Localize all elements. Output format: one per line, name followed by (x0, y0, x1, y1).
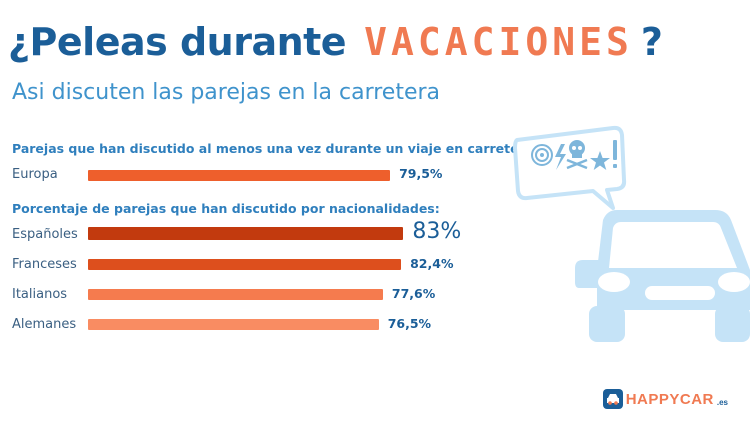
title-suffix: ? (640, 20, 663, 64)
logo-tld: .es (716, 397, 728, 407)
lightning-icon (555, 144, 566, 170)
value-label-espanoles: 83% (412, 219, 462, 244)
category-label-italianos: Italianos (12, 287, 68, 302)
title-prefix: ¿Peleas durante (8, 20, 347, 64)
logo-name: HAPPYCAR (625, 390, 714, 408)
value-label-franceses: 82,4% (410, 256, 454, 271)
category-label-europa: Europa (12, 167, 58, 182)
bar-franceses (88, 259, 402, 270)
value-label-alemanes: 76,5% (387, 316, 432, 331)
category-label-alemanes: Alemanes (12, 317, 77, 332)
happycar-logo: HAPPYCAR .es (602, 388, 728, 410)
value-label-europa: 79,5% (399, 166, 443, 181)
value-label-italianos: 77,6% (391, 286, 436, 301)
title-highlight: VACACIONES (364, 20, 633, 64)
car-icon (575, 210, 750, 342)
speech-bubble (513, 125, 627, 210)
page-subtitle: Asi discuten las parejas en la carretera (12, 80, 441, 105)
page-title: ¿Peleas durante VACACIONES? (8, 18, 663, 66)
category-label-franceses: Franceses (12, 257, 77, 272)
bar-espanoles (88, 227, 404, 240)
car-logo-icon (602, 389, 623, 409)
chart-0-title: Parejas que han discutido al menos una v… (12, 141, 539, 156)
star-icon (590, 151, 610, 170)
category-label-espanoles: Españoles (12, 227, 78, 242)
car-illustration (513, 125, 750, 342)
exclamation-icon (613, 140, 617, 168)
bar-alemanes (88, 319, 379, 330)
bar-italianos (88, 289, 383, 300)
skull-icon (566, 140, 588, 170)
spiral-icon (531, 144, 553, 166)
bar-europa (88, 170, 391, 181)
chart-1-title: Porcentaje de parejas que han discutido … (12, 201, 440, 216)
